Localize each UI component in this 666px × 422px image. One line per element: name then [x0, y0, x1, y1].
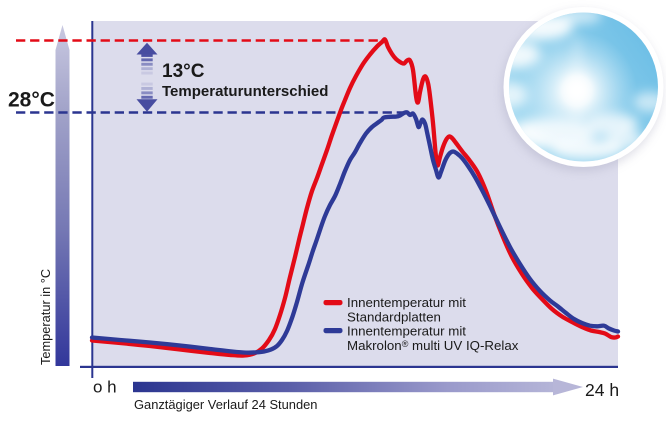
- svg-text:Temperaturunterschied: Temperaturunterschied: [162, 83, 328, 100]
- svg-text:28°C: 28°C: [8, 89, 55, 112]
- svg-text:Innentemperatur mit: Innentemperatur mit: [347, 295, 466, 310]
- svg-text:o h: o h: [93, 378, 117, 397]
- svg-text:Standardplatten: Standardplatten: [347, 310, 441, 325]
- svg-text:13°C: 13°C: [162, 61, 205, 82]
- svg-text:24 h: 24 h: [585, 380, 619, 400]
- svg-text:Temperatur in °C: Temperatur in °C: [38, 269, 53, 365]
- svg-text:Innentemperatur mit: Innentemperatur mit: [347, 324, 466, 339]
- svg-text:Makrolon® multi UV IQ-Relax: Makrolon® multi UV IQ-Relax: [347, 338, 519, 353]
- svg-text:Ganztägiger Verlauf 24 Stunden: Ganztägiger Verlauf 24 Stunden: [134, 397, 317, 412]
